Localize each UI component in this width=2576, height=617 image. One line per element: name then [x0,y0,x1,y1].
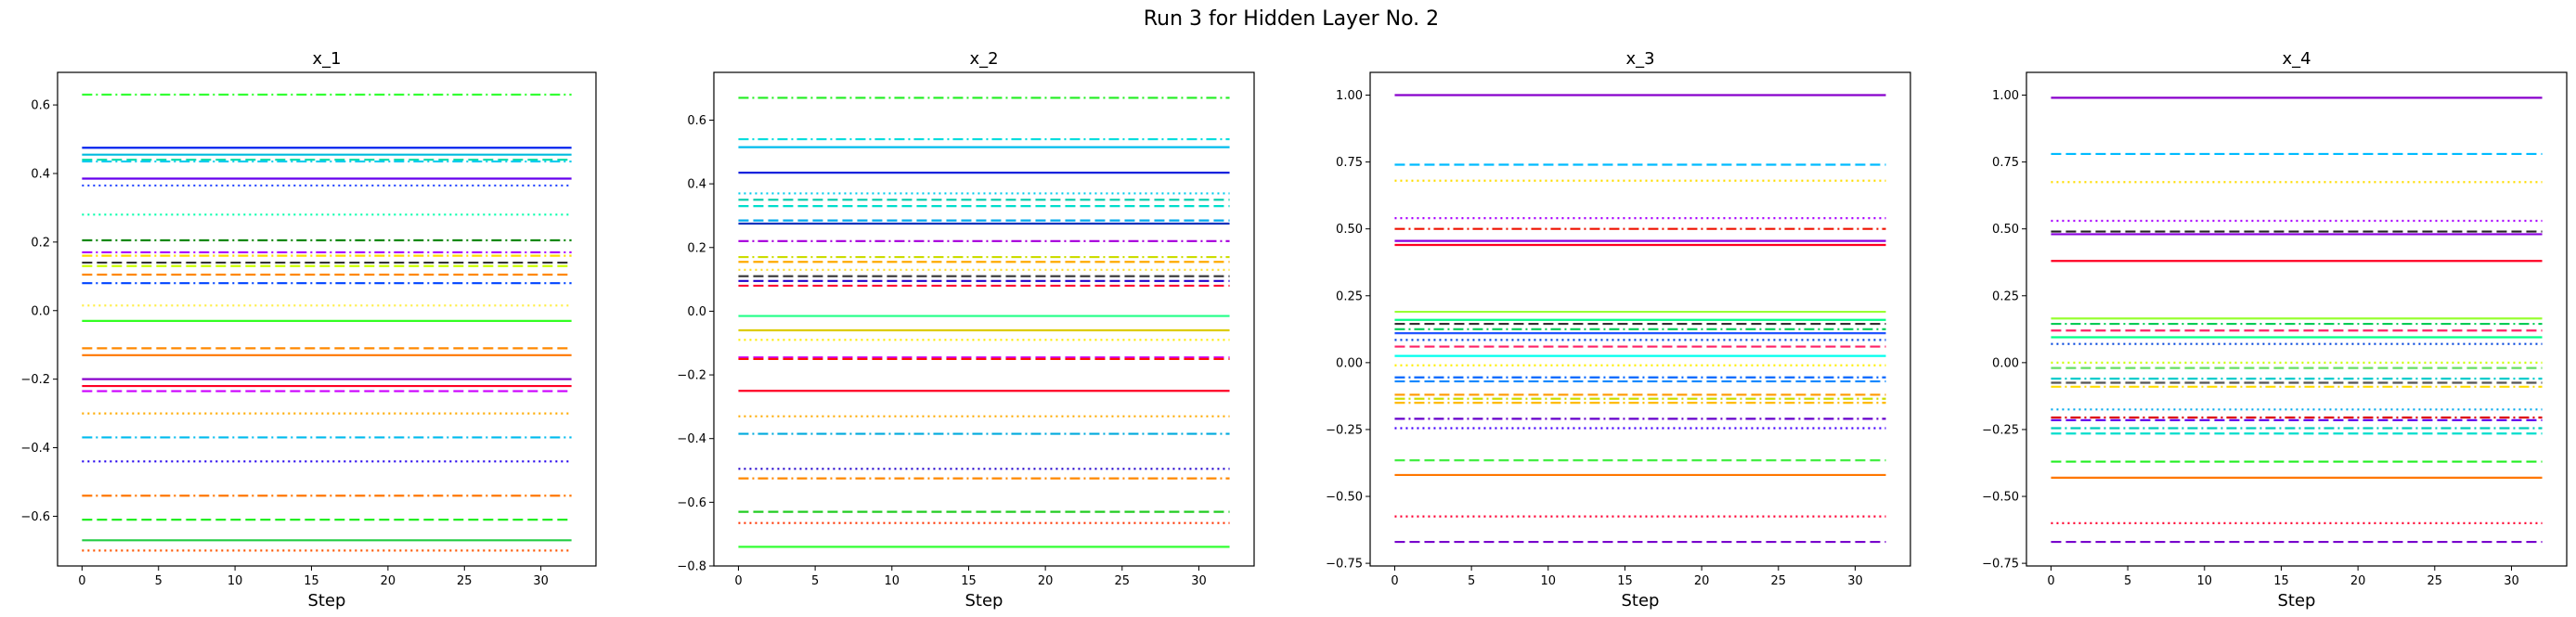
subplot-4: x_4 0 5 10 15 20 25 30 −0.75 −0.50 −0.25 0.00 0.25 0.… [1982,49,2568,611]
y-tick-label: 0.4 [31,167,50,181]
x-axis-label: Step [1622,591,1660,611]
y-tick-label: 0.2 [31,236,50,250]
subplot-title: x_1 [312,49,341,69]
x-tick-label: 20 [381,574,396,588]
x-tick-label: 10 [885,574,900,588]
x-tick-label: 20 [2350,574,2366,588]
series-lines [738,96,1230,548]
x-tick-label: 10 [1541,574,1557,588]
x-tick-label: 25 [1115,574,1131,588]
x-tick-label: 30 [1191,574,1207,588]
y-tick-label: 0.25 [1336,289,1363,303]
x-tick-label: 25 [457,574,472,588]
x-tick-label: 30 [1847,574,1863,588]
y-tick-label: 0.25 [1992,289,2019,303]
x-tick-label: 25 [2427,574,2443,588]
x-tick-label: 15 [2273,574,2289,588]
x-tick-label: 5 [1468,574,1475,588]
x-tick-label: 15 [1617,574,1633,588]
y-tick-label: −0.4 [677,432,706,446]
x-tick-label: 5 [155,574,162,588]
subplot-3: x_3 0 5 10 15 20 25 30 −0.75 −0.50 −0.25 0.00 0.25 0.… [1326,49,1911,611]
axes-frame [57,71,597,567]
axes-frame [2026,71,2568,567]
x-tick-label: 10 [2197,574,2213,588]
x-tick-label: 0 [78,574,85,588]
y-tick-label: −0.25 [1326,423,1363,437]
y-tick-label: 1.00 [1336,89,1363,103]
x-tick-label: 10 [227,574,243,588]
x-tick-label: 0 [734,574,742,588]
x-axis-label: Step [308,591,346,611]
subplot-grid: x_1 0 5 10 15 20 25 30 −0.6 −0.4 −0.2 0.0 0.2 0.4 0.6 S… [20,49,2568,611]
y-tick-label: −0.8 [677,560,706,574]
axes-frame [1369,71,1911,567]
subplot-title: x_3 [1625,49,1654,69]
x-axis-label: Step [2278,591,2316,611]
y-tick-label: 0.0 [31,304,50,318]
x-tick-label: 0 [1391,574,1398,588]
y-tick-label: −0.75 [1982,558,2019,572]
y-tick-label: 0.00 [1336,356,1363,370]
x-tick-label: 15 [961,574,977,588]
x-tick-label: 20 [1038,574,1054,588]
y-tick-label: −0.75 [1326,558,1363,572]
series-lines [82,93,572,552]
y-tick-label: 0.6 [687,114,706,128]
x-tick-label: 5 [2124,574,2131,588]
x-tick-label: 25 [1771,574,1787,588]
y-tick-label: −0.6 [677,496,706,510]
y-tick-label: 0.75 [1336,156,1363,170]
y-tick-label: 0.0 [687,305,706,319]
y-tick-label: 0.50 [1992,223,2019,237]
subplot-title: x_2 [969,49,998,69]
axes-frame [713,71,1255,567]
y-tick-label: 0.2 [687,241,706,255]
series-lines [1394,94,1886,544]
y-tick-label: −0.2 [677,369,706,383]
y-tick-label: −0.4 [20,442,50,456]
y-tick-label: −0.50 [1326,491,1363,505]
subplot-title: x_4 [2282,49,2311,69]
y-tick-label: 0.4 [687,178,706,192]
x-tick-label: 15 [304,574,319,588]
x-tick-label: 30 [2504,574,2519,588]
figure-suptitle: Run 3 for Hidden Layer No. 2 [1144,7,1439,31]
y-tick-label: −0.6 [20,510,50,524]
x-axis-label: Step [965,591,1003,611]
x-tick-label: 30 [533,574,549,588]
x-tick-label: 20 [1694,574,1710,588]
subplot-2: x_2 0 5 10 15 20 25 30 −0.8 −0.6 −0.4 −0.2 0.0 0.2 0.4… [677,49,1255,611]
y-tick-label: 0.75 [1992,156,2019,170]
y-tick-label: 1.00 [1992,89,2019,103]
y-tick-label: 0.50 [1336,223,1363,237]
subplot-1: x_1 0 5 10 15 20 25 30 −0.6 −0.4 −0.2 0.0 0.2 0.4 0.6 S… [20,49,597,611]
y-tick-label: −0.25 [1982,423,2019,437]
x-tick-label: 5 [811,574,819,588]
y-tick-label: 0.00 [1992,356,2019,370]
series-lines [2051,96,2543,544]
y-tick-label: −0.2 [20,373,50,387]
x-tick-label: 0 [2047,574,2054,588]
y-tick-label: 0.6 [31,99,50,113]
y-tick-label: −0.50 [1982,491,2019,505]
